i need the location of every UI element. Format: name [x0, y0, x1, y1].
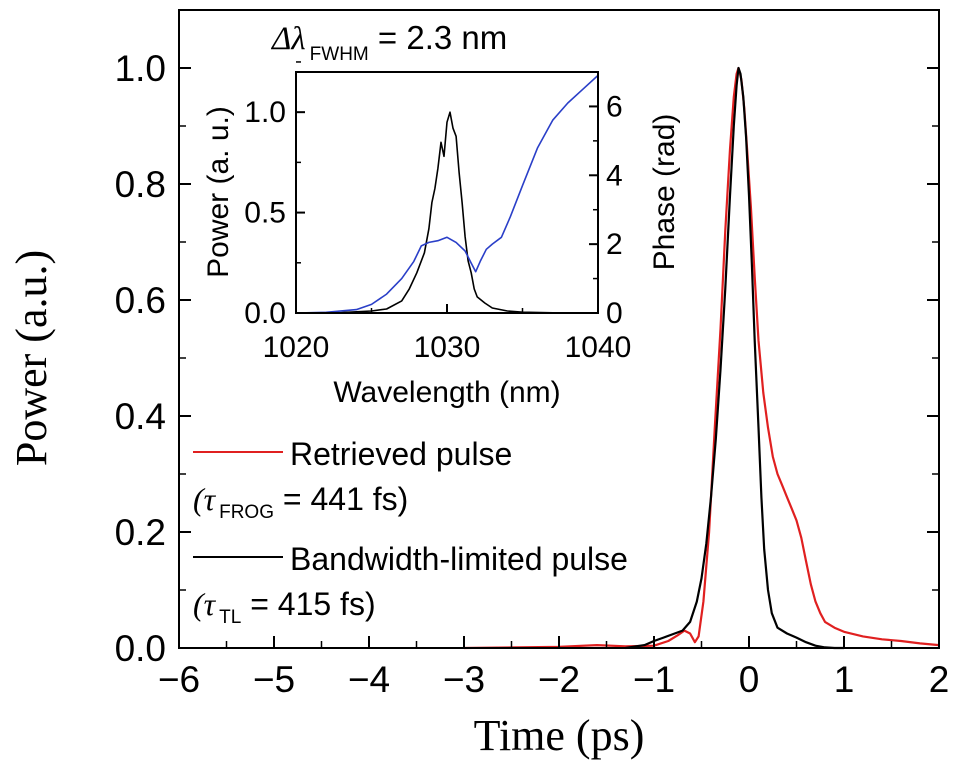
inset-y-tick-labels-left: 0.0 0.5 1.0 [244, 96, 286, 330]
inset-y-tick-label-right: 2 [606, 228, 623, 261]
inset-y-tick-label-left: 0.0 [244, 297, 286, 330]
y-tick-label: 0.6 [115, 280, 166, 321]
x-tick-label: −3 [443, 659, 485, 700]
y-tick-label: 0.8 [115, 164, 166, 205]
y-tick-label: 1.0 [115, 48, 166, 89]
legend-annotation-bandwidth: (τ TL = 415 fs) [193, 586, 376, 628]
inset-y-tick-label-left: 1.0 [244, 96, 286, 129]
x-tick-label: −6 [158, 659, 200, 700]
inset-y-tick-labels-right: 0 2 4 6 [606, 90, 623, 330]
inset-x-axis-title: Wavelength (nm) [333, 376, 560, 409]
x-tick-label: −2 [538, 659, 580, 700]
inset-y-tick-label-right: 4 [606, 159, 623, 192]
inset-x-tick-label: 1030 [414, 331, 481, 364]
inset-y-axis-title-left: Power (a. u.) [202, 106, 235, 278]
series-line-bandwidth [625, 66, 844, 650]
inset-x-ticks [295, 304, 599, 313]
legend: Retrieved pulse (τ FROG = 441 fs) Bandwid… [193, 436, 628, 628]
inset-plot-bg [296, 72, 598, 313]
inset-y-ticks-right [589, 71, 598, 314]
inset-y-axis-title-right: Phase (rad) [648, 114, 681, 271]
x-tick-label: 0 [739, 659, 760, 700]
x-tick-label: 2 [929, 659, 950, 700]
spectrum-line [295, 111, 599, 314]
main-curves [463, 66, 940, 650]
main-y-axis-title: Power (a.u.) [7, 250, 56, 466]
legend-annotation-retrieved: (τ FROG = 441 fs) [193, 481, 408, 523]
y-tick-label: 0.4 [115, 396, 166, 437]
main-x-tick-labels: −6 −5 −4 −3 −2 −1 0 1 2 [158, 659, 949, 700]
main-y-ticks [179, 9, 939, 649]
inset-x-tick-label: 1020 [263, 331, 330, 364]
inset-y-ticks-left [296, 61, 305, 314]
inset-y-tick-label-left: 0.5 [244, 197, 286, 230]
x-tick-label: −5 [253, 659, 295, 700]
legend-label-bandwidth: Bandwidth-limited pulse [290, 541, 628, 577]
inset-x-tick-labels: 1020 1030 1040 [263, 331, 632, 364]
legend-label-retrieved: Retrieved pulse [290, 436, 512, 472]
main-y-tick-labels: 0.0 0.2 0.4 0.6 0.8 1.0 [115, 48, 166, 669]
inset-x-tick-label: 1040 [565, 331, 632, 364]
inset-title: Δλ FWHM = 2.3 nm [270, 19, 507, 65]
x-tick-label: 1 [834, 659, 855, 700]
inset-y-tick-label-right: 6 [606, 90, 623, 123]
y-tick-label: 0.2 [115, 512, 166, 553]
main-plot: −6 −5 −4 −3 −2 −1 0 1 2 0.0 0.2 0.4 0.6 0.8 1.0 Time … [7, 9, 949, 760]
inset-curves [295, 74, 599, 314]
phase-line [295, 74, 599, 314]
series-line-retrieved [463, 66, 940, 650]
main-x-ticks [178, 636, 940, 648]
main-x-axis-title: Time (ps) [474, 711, 645, 760]
y-tick-label: 0.0 [115, 628, 166, 669]
inset-plot: Δλ FWHM = 2.3 nm 1020 1030 1040 0.0 0.5 1.0 0… [202, 19, 681, 409]
x-tick-label: −4 [348, 659, 390, 700]
x-tick-label: −1 [633, 659, 675, 700]
inset-y-tick-label-right: 0 [606, 297, 623, 330]
